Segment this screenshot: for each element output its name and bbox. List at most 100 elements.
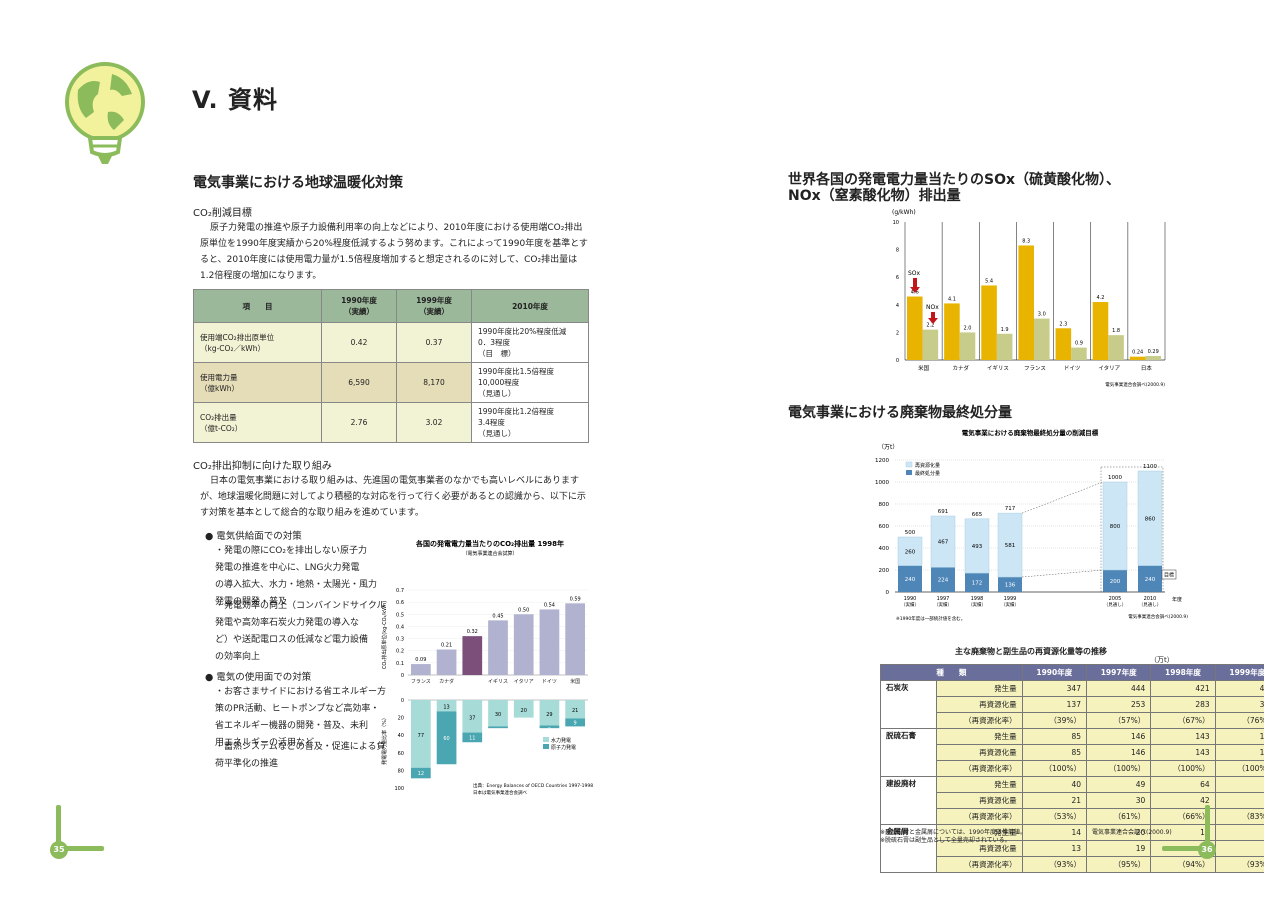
row-label: （再資源化率） bbox=[935, 760, 1023, 777]
bar-sox bbox=[907, 296, 923, 360]
value-cell: （61%） bbox=[1085, 808, 1152, 825]
data-label: 13 bbox=[443, 705, 449, 711]
bar bbox=[539, 609, 560, 675]
data-label: 172 bbox=[972, 581, 983, 587]
value-cell: 49 bbox=[1085, 776, 1152, 793]
row-item: 使用端CO₂排出原単位 （kg-CO₂／kWh） bbox=[193, 322, 322, 363]
dashed-line bbox=[1021, 481, 1104, 514]
legend-swatch bbox=[543, 744, 549, 749]
generation-ratio-chart: 発電電力量比率（%） 0 20 40 60 80 100 77 12 13 60 37 11 30 2 20 2… bbox=[381, 698, 593, 796]
bullet-heading-demand: ● 電気の使用面での対策 bbox=[205, 672, 312, 683]
corner-decoration-left bbox=[50, 805, 104, 859]
category-cell: 石炭灰 bbox=[880, 680, 937, 729]
x-tick-label: 米国 bbox=[570, 678, 580, 685]
value-cell: （93%） bbox=[1214, 856, 1264, 873]
bar-nox bbox=[922, 329, 939, 360]
x-tick-label: 2010 bbox=[1144, 596, 1157, 602]
value-cell: 40 bbox=[1021, 776, 1087, 793]
data-label: 20 bbox=[521, 708, 527, 714]
value-cell: 21 bbox=[1021, 792, 1087, 809]
bar-nuclear bbox=[411, 767, 431, 779]
y-axis-label: （万t） bbox=[878, 444, 898, 451]
y-tick-label: 0.7 bbox=[396, 588, 404, 594]
y-axis-label: 発電電力量比率（%） bbox=[381, 715, 388, 765]
y-tick-label: 600 bbox=[879, 524, 890, 530]
y-tick-label: 200 bbox=[879, 568, 890, 574]
bar-nuclear bbox=[462, 732, 483, 743]
bar-final-disposal bbox=[1138, 565, 1162, 592]
th-1997: 1997年度 bbox=[1085, 664, 1152, 681]
table-source: 電気事業連合会調べ(2000.9) bbox=[1092, 829, 1172, 836]
bar-sox bbox=[1018, 245, 1034, 360]
data-label: 1000 bbox=[1108, 475, 1122, 481]
row-item: 使用電力量 （億kWh） bbox=[193, 362, 322, 403]
row-1999: 3.02 bbox=[396, 402, 472, 443]
data-label: 0.50 bbox=[518, 607, 529, 613]
y-tick-label: 0 bbox=[886, 590, 890, 596]
bar-nuclear bbox=[436, 711, 457, 765]
y-tick-label: 0.1 bbox=[396, 661, 404, 667]
row-2010: 1990年度比20%程度低減 0．3程度 （目 標） bbox=[471, 322, 589, 363]
value-cell: （100%） bbox=[1085, 760, 1152, 777]
th-1990: 1990年度 bbox=[1021, 664, 1087, 681]
value-cell: （94%） bbox=[1150, 856, 1216, 873]
bar-nox bbox=[959, 332, 976, 360]
value-cell: 64 bbox=[1150, 776, 1216, 793]
x-tick-label: 1998 bbox=[971, 596, 984, 602]
value-cell: 13 bbox=[1021, 840, 1087, 857]
legend-label: 水力発電 bbox=[551, 737, 571, 744]
y-tick-label: 0 bbox=[896, 358, 899, 364]
right-section-title-waste: 電気事業における廃棄物最終処分量 bbox=[788, 405, 1012, 421]
arrow-icon bbox=[928, 312, 938, 324]
data-label: 11 bbox=[469, 735, 475, 741]
note-label: ※1990年度は一部統計値を含む。 bbox=[896, 615, 965, 622]
bullet-item: ・蓄熱システムなどの普及・促進による負 荷平準化の推進 bbox=[215, 742, 386, 769]
value-cell: （83%） bbox=[1214, 808, 1264, 825]
data-label: 260 bbox=[905, 549, 916, 555]
row-1990: 6,590 bbox=[321, 362, 397, 403]
y-tick-label: 1000 bbox=[875, 480, 889, 486]
th-kind: 種 類 bbox=[880, 664, 1023, 681]
y-tick-label: 60 bbox=[398, 751, 404, 757]
value-cell: 147 bbox=[1214, 728, 1264, 745]
bar-sox bbox=[1055, 328, 1072, 360]
y-axis-label: CO₂排出原単位(kg-CO₂/kWh) bbox=[381, 601, 388, 669]
data-label: 0.32 bbox=[467, 629, 478, 635]
bar-nuclear bbox=[488, 726, 508, 729]
value-cell: （39%） bbox=[1021, 712, 1087, 729]
lightbulb-globe-logo bbox=[65, 62, 145, 164]
legend-label: NOx bbox=[926, 304, 939, 311]
value-cell: 347 bbox=[1021, 680, 1087, 697]
value-cell: 143 bbox=[1150, 728, 1216, 745]
x-tick-label: 日本 bbox=[1141, 364, 1153, 372]
bar-nox bbox=[1034, 318, 1050, 360]
y-tick-label: 100 bbox=[394, 786, 404, 792]
y-tick-label: 0.6 bbox=[396, 600, 404, 606]
value-cell: 147 bbox=[1214, 744, 1264, 761]
y-tick-label: 0.4 bbox=[396, 624, 404, 630]
value-cell: 283 bbox=[1150, 696, 1216, 713]
x-tick-label: 1990 bbox=[904, 596, 917, 602]
bar-nox bbox=[1108, 335, 1124, 360]
data-label: 21 bbox=[572, 708, 578, 714]
row-label: 発生量 bbox=[935, 680, 1023, 697]
arrow-icon bbox=[910, 278, 920, 293]
data-label: 717 bbox=[1005, 506, 1016, 512]
value-cell: （95%） bbox=[1085, 856, 1152, 873]
data-label: 2 bbox=[496, 728, 499, 734]
value-cell: 253 bbox=[1085, 696, 1152, 713]
value-cell: （100%） bbox=[1150, 760, 1216, 777]
sub-heading-co2-measures: CO₂排出抑制に向けた取り組み bbox=[193, 461, 332, 472]
data-label: 500 bbox=[905, 530, 916, 536]
right-section-title-sox: 世界各国の発電電力量当たりのSOx（硫黄酸化物）、 NOx（窒素酸化物）排出量 bbox=[788, 172, 1121, 204]
value-cell: 15 bbox=[1214, 824, 1264, 841]
bar-recycled bbox=[1102, 481, 1128, 571]
value-cell: 444 bbox=[1085, 680, 1152, 697]
bullet-heading-supply: ● 電気供給面での対策 bbox=[205, 531, 302, 542]
y-tick-label: 4 bbox=[896, 303, 899, 309]
source-label: 日本は電気事業連合会調べ bbox=[473, 789, 527, 796]
x-tick-label: （実績） bbox=[968, 601, 986, 608]
legend-swatch bbox=[905, 461, 913, 468]
y-tick-label: 0.3 bbox=[396, 637, 404, 643]
value-cell: 143 bbox=[1150, 744, 1216, 761]
